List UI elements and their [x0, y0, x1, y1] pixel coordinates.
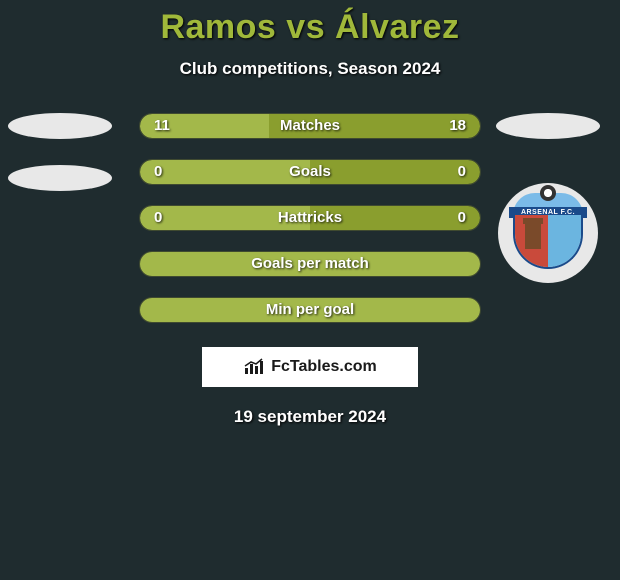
right-player-badges: ARSENAL F.C. [496, 113, 600, 283]
stat-bar-min-per-goal: Min per goal [139, 297, 481, 323]
stat-label: Goals [140, 160, 480, 184]
stat-bars: 11 Matches 18 0 Goals 0 0 Hattricks 0 Go… [139, 113, 481, 323]
right-club-crest: ARSENAL F.C. [498, 183, 598, 283]
comparison-panel: ARSENAL F.C. 11 Matches 18 0 Goals 0 [0, 113, 620, 427]
brand-text: FcTables.com [271, 358, 377, 376]
ball-icon [540, 185, 556, 201]
stat-value-right: 0 [458, 160, 466, 184]
stat-bar-matches: 11 Matches 18 [139, 113, 481, 139]
left-club-badge-placeholder [8, 165, 112, 191]
bar-chart-icon [243, 358, 265, 376]
tower-icon [525, 223, 541, 249]
stat-label: Hattricks [140, 206, 480, 230]
stat-bar-goals: 0 Goals 0 [139, 159, 481, 185]
stat-value-right: 0 [458, 206, 466, 230]
stat-label: Matches [140, 114, 480, 138]
page-subtitle: Club competitions, Season 2024 [0, 59, 620, 79]
stat-label: Min per goal [140, 298, 480, 322]
right-club-badge-placeholder [496, 113, 600, 139]
stat-bar-hattricks: 0 Hattricks 0 [139, 205, 481, 231]
page-title: Ramos vs Álvarez [0, 0, 620, 47]
snapshot-date: 19 september 2024 [0, 407, 620, 427]
left-club-badge-placeholder [8, 113, 112, 139]
stat-bar-goals-per-match: Goals per match [139, 251, 481, 277]
stat-value-right: 18 [449, 114, 466, 138]
brand-badge[interactable]: FcTables.com [202, 347, 418, 387]
left-player-badges [8, 113, 112, 191]
stat-label: Goals per match [140, 252, 480, 276]
